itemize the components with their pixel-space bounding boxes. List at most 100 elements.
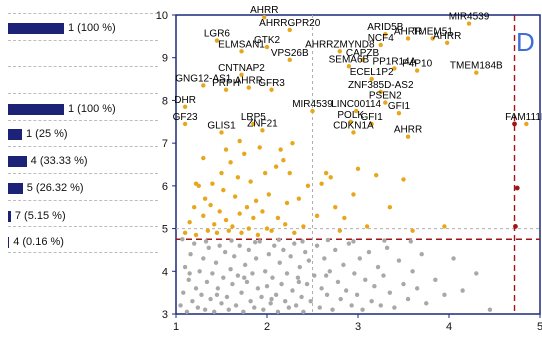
background-point	[487, 307, 493, 312]
background-point	[284, 271, 290, 276]
background-point	[273, 292, 279, 297]
gene-label: CAPZB	[346, 48, 380, 59]
significant-point	[223, 147, 229, 152]
background-point	[224, 294, 230, 300]
background-point	[341, 262, 346, 268]
row-separator	[8, 252, 158, 253]
significant-point	[182, 230, 188, 236]
x-tick-label: 5	[537, 321, 542, 333]
significant-point	[193, 181, 199, 186]
highlight-point	[512, 121, 517, 127]
background-point	[186, 277, 191, 283]
labeled-point	[262, 14, 267, 20]
row-separator	[8, 40, 158, 41]
row-separator	[8, 200, 158, 201]
significant-point	[292, 230, 297, 236]
gene-label: P4P10	[402, 59, 432, 70]
significant-point	[226, 228, 231, 233]
background-point	[357, 256, 363, 261]
background-point	[257, 239, 262, 244]
labeled-point	[360, 57, 365, 63]
background-point	[405, 296, 411, 302]
labeled-point	[260, 128, 265, 133]
significant-point	[187, 219, 192, 225]
significant-point	[290, 140, 295, 146]
background-point	[384, 245, 390, 250]
background-point	[252, 305, 257, 310]
summary-bar-label: 5 (26.32 %)	[26, 182, 84, 194]
gene-label: NCF4	[368, 33, 395, 44]
labeled-point	[264, 44, 270, 50]
background-point	[292, 241, 297, 246]
background-point	[279, 281, 284, 287]
gene-label: CNTNAP2	[218, 63, 265, 74]
row-separator	[8, 226, 158, 227]
summary-bar-panel: 1 (100 %) 1 (100 %) 1 (25 %) 4 (33.33 %) 5 (…	[0, 0, 165, 349]
background-point	[269, 296, 274, 302]
significant-point	[221, 187, 226, 193]
background-point	[414, 286, 420, 291]
background-point	[381, 273, 386, 278]
background-point	[197, 269, 202, 274]
significant-point	[351, 192, 356, 197]
gene-label: ELMSAN1	[218, 39, 265, 50]
significant-point	[387, 205, 393, 210]
background-point	[288, 254, 293, 259]
background-point	[239, 290, 244, 295]
background-point	[208, 296, 213, 302]
highlight-point	[514, 185, 520, 191]
background-point	[433, 277, 438, 283]
significant-point	[260, 209, 265, 214]
labeled-point	[219, 130, 224, 135]
labeled-point	[182, 104, 188, 110]
significant-point	[248, 179, 253, 184]
labeled-point	[351, 130, 356, 135]
highlight-points	[512, 121, 520, 229]
labeled-point	[414, 68, 420, 73]
background-point	[248, 298, 253, 304]
background-point	[232, 254, 237, 259]
gene-label: GFI1	[361, 112, 384, 123]
significant-point	[201, 155, 206, 161]
background-point	[343, 288, 349, 293]
summary-bar	[8, 237, 10, 248]
background-point	[199, 292, 204, 297]
labeled-point	[251, 121, 256, 127]
significant-point	[364, 224, 370, 229]
x-tick-label: 1	[173, 321, 179, 333]
y-tick-label: 9	[162, 53, 168, 65]
gene-label: TMEM184B	[450, 61, 503, 72]
background-point	[242, 262, 248, 268]
background-point	[184, 309, 190, 315]
gene-label: TMEM51	[412, 26, 453, 37]
gene-label: DHR	[174, 95, 196, 106]
background-point	[327, 269, 332, 274]
significant-point	[210, 181, 215, 186]
significant-point	[237, 211, 242, 216]
plot-frame	[175, 14, 541, 315]
background-point	[312, 273, 317, 278]
labeled-point	[405, 36, 411, 41]
labeled-point	[378, 42, 383, 48]
background-point	[222, 249, 228, 255]
gene-label: AHRRZMYND8	[305, 39, 375, 50]
significant-point	[257, 145, 262, 150]
labeled-point	[201, 83, 206, 88]
background-point	[230, 281, 235, 287]
highlight-point	[513, 224, 518, 229]
y-tick-label: 6	[162, 181, 168, 193]
background-point	[192, 241, 197, 246]
background-point	[221, 275, 226, 280]
gene-label: FAM111B	[505, 112, 542, 123]
summary-bar	[8, 23, 64, 34]
row-separator	[8, 120, 158, 121]
summary-bar-row: 7 (5.15 %)	[8, 210, 158, 224]
background-point	[270, 275, 275, 280]
labeled-point	[239, 72, 244, 78]
background-point	[303, 249, 308, 255]
significant-point	[223, 217, 229, 223]
significant-point	[319, 181, 324, 186]
significant-point	[217, 209, 222, 214]
